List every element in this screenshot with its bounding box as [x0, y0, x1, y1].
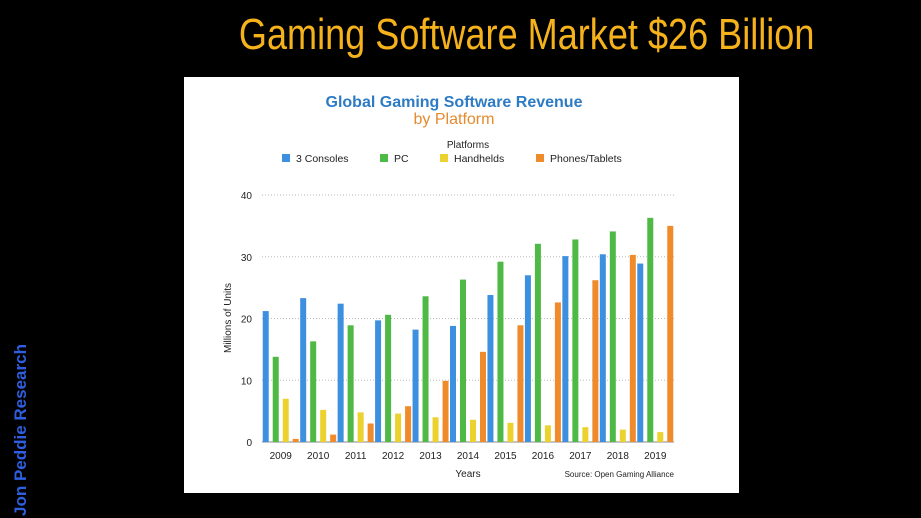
bar-phones-tablets	[367, 423, 374, 442]
legend-label: PC	[394, 153, 409, 165]
bar-3-consoles	[450, 325, 456, 442]
x-axis: 2009 2010 2011 2012 2013 2014 2015 2016 2017 2018…	[270, 451, 667, 462]
x-tick-label: 2014	[457, 451, 480, 462]
bar-phones-tablets	[405, 406, 412, 442]
bar-pc	[572, 239, 579, 442]
bar-handhelds	[432, 417, 439, 442]
x-tick-label: 2018	[607, 451, 630, 462]
chart-title: Global Gaming Software Revenue	[326, 94, 583, 111]
bar-handhelds	[357, 412, 364, 442]
bar-3-consoles	[599, 254, 606, 442]
bar-pc	[497, 261, 504, 442]
bar-phones-tablets	[442, 380, 449, 442]
bar-handhelds	[507, 422, 514, 442]
x-tick-label: 2009	[270, 451, 293, 462]
bar-3-consoles	[487, 295, 494, 442]
source-note: Source: Open Gaming Alliance	[565, 470, 675, 479]
legend: 3 Consoles PC Handhelds Phones/Tablets	[282, 153, 622, 165]
bar-phones-tablets	[629, 254, 636, 442]
legend-swatch	[380, 154, 388, 162]
bar-3-consoles	[300, 298, 307, 442]
bar-handhelds	[544, 425, 551, 442]
bar-phones-tablets	[480, 351, 486, 442]
legend-swatch	[440, 154, 448, 162]
bar-phones-tablets	[517, 325, 524, 442]
bar-pc	[272, 356, 279, 442]
bar-pc	[347, 325, 354, 442]
bars	[262, 217, 674, 442]
bar-handhelds	[395, 413, 402, 442]
bar-3-consoles	[562, 256, 569, 442]
x-tick-label: 2017	[569, 451, 592, 462]
x-tick-label: 2015	[494, 451, 517, 462]
y-axis-label: Millions of Units	[223, 283, 234, 353]
x-tick-label: 2016	[532, 451, 555, 462]
x-tick-label: 2019	[644, 451, 667, 462]
bar-phones-tablets	[554, 302, 561, 442]
bar-pc	[310, 341, 317, 442]
y-tick-label: 40	[241, 191, 253, 202]
legend-swatch	[282, 154, 290, 162]
bar-handhelds	[582, 427, 589, 442]
bar-phones-tablets	[592, 280, 599, 442]
x-tick-label: 2013	[419, 451, 442, 462]
bar-3-consoles	[375, 320, 382, 442]
bar-handhelds	[470, 419, 476, 442]
bar-pc	[385, 314, 392, 442]
bar-pc	[534, 243, 541, 442]
y-tick-label: 30	[241, 253, 253, 264]
legend-swatch	[536, 154, 544, 162]
bar-phones-tablets	[330, 434, 337, 442]
bar-3-consoles	[412, 329, 419, 442]
y-tick-label: 0	[246, 438, 252, 449]
bar-pc	[609, 231, 616, 442]
y-axis: 0 10 20 30 40	[241, 191, 253, 449]
bar-3-consoles	[524, 275, 531, 442]
legend-label: Handhelds	[454, 153, 504, 165]
bar-pc	[647, 217, 654, 442]
legend-label: Phones/Tablets	[550, 153, 622, 165]
slide-title: Gaming Software Market $26 Billion	[238, 10, 815, 59]
x-tick-label: 2010	[307, 451, 330, 462]
bar-handhelds	[657, 432, 664, 442]
chart: Global Gaming Software Revenue by Platfo…	[223, 94, 675, 480]
x-tick-label: 2011	[345, 451, 367, 462]
x-tick-label: 2012	[382, 451, 405, 462]
x-axis-label: Years	[455, 469, 480, 480]
bar-handhelds	[619, 429, 626, 442]
legend-title: Platforms	[447, 140, 489, 151]
bar-phones-tablets	[292, 438, 299, 442]
bar-pc	[422, 296, 429, 442]
chart-subtitle: by Platform	[414, 111, 495, 128]
bar-3-consoles	[337, 303, 344, 442]
bar-handhelds	[282, 398, 289, 442]
chart-panel: Global Gaming Software Revenue by Platfo…	[184, 77, 739, 493]
y-tick-label: 10	[241, 376, 253, 387]
bar-3-consoles	[637, 263, 644, 442]
legend-label: 3 Consoles	[296, 153, 349, 165]
bar-phones-tablets	[667, 225, 674, 442]
y-tick-label: 20	[241, 315, 253, 326]
bar-3-consoles	[262, 311, 269, 442]
bar-handhelds	[320, 409, 327, 442]
bar-pc	[460, 279, 466, 442]
side-label: Jon Peddie Research	[11, 344, 30, 516]
